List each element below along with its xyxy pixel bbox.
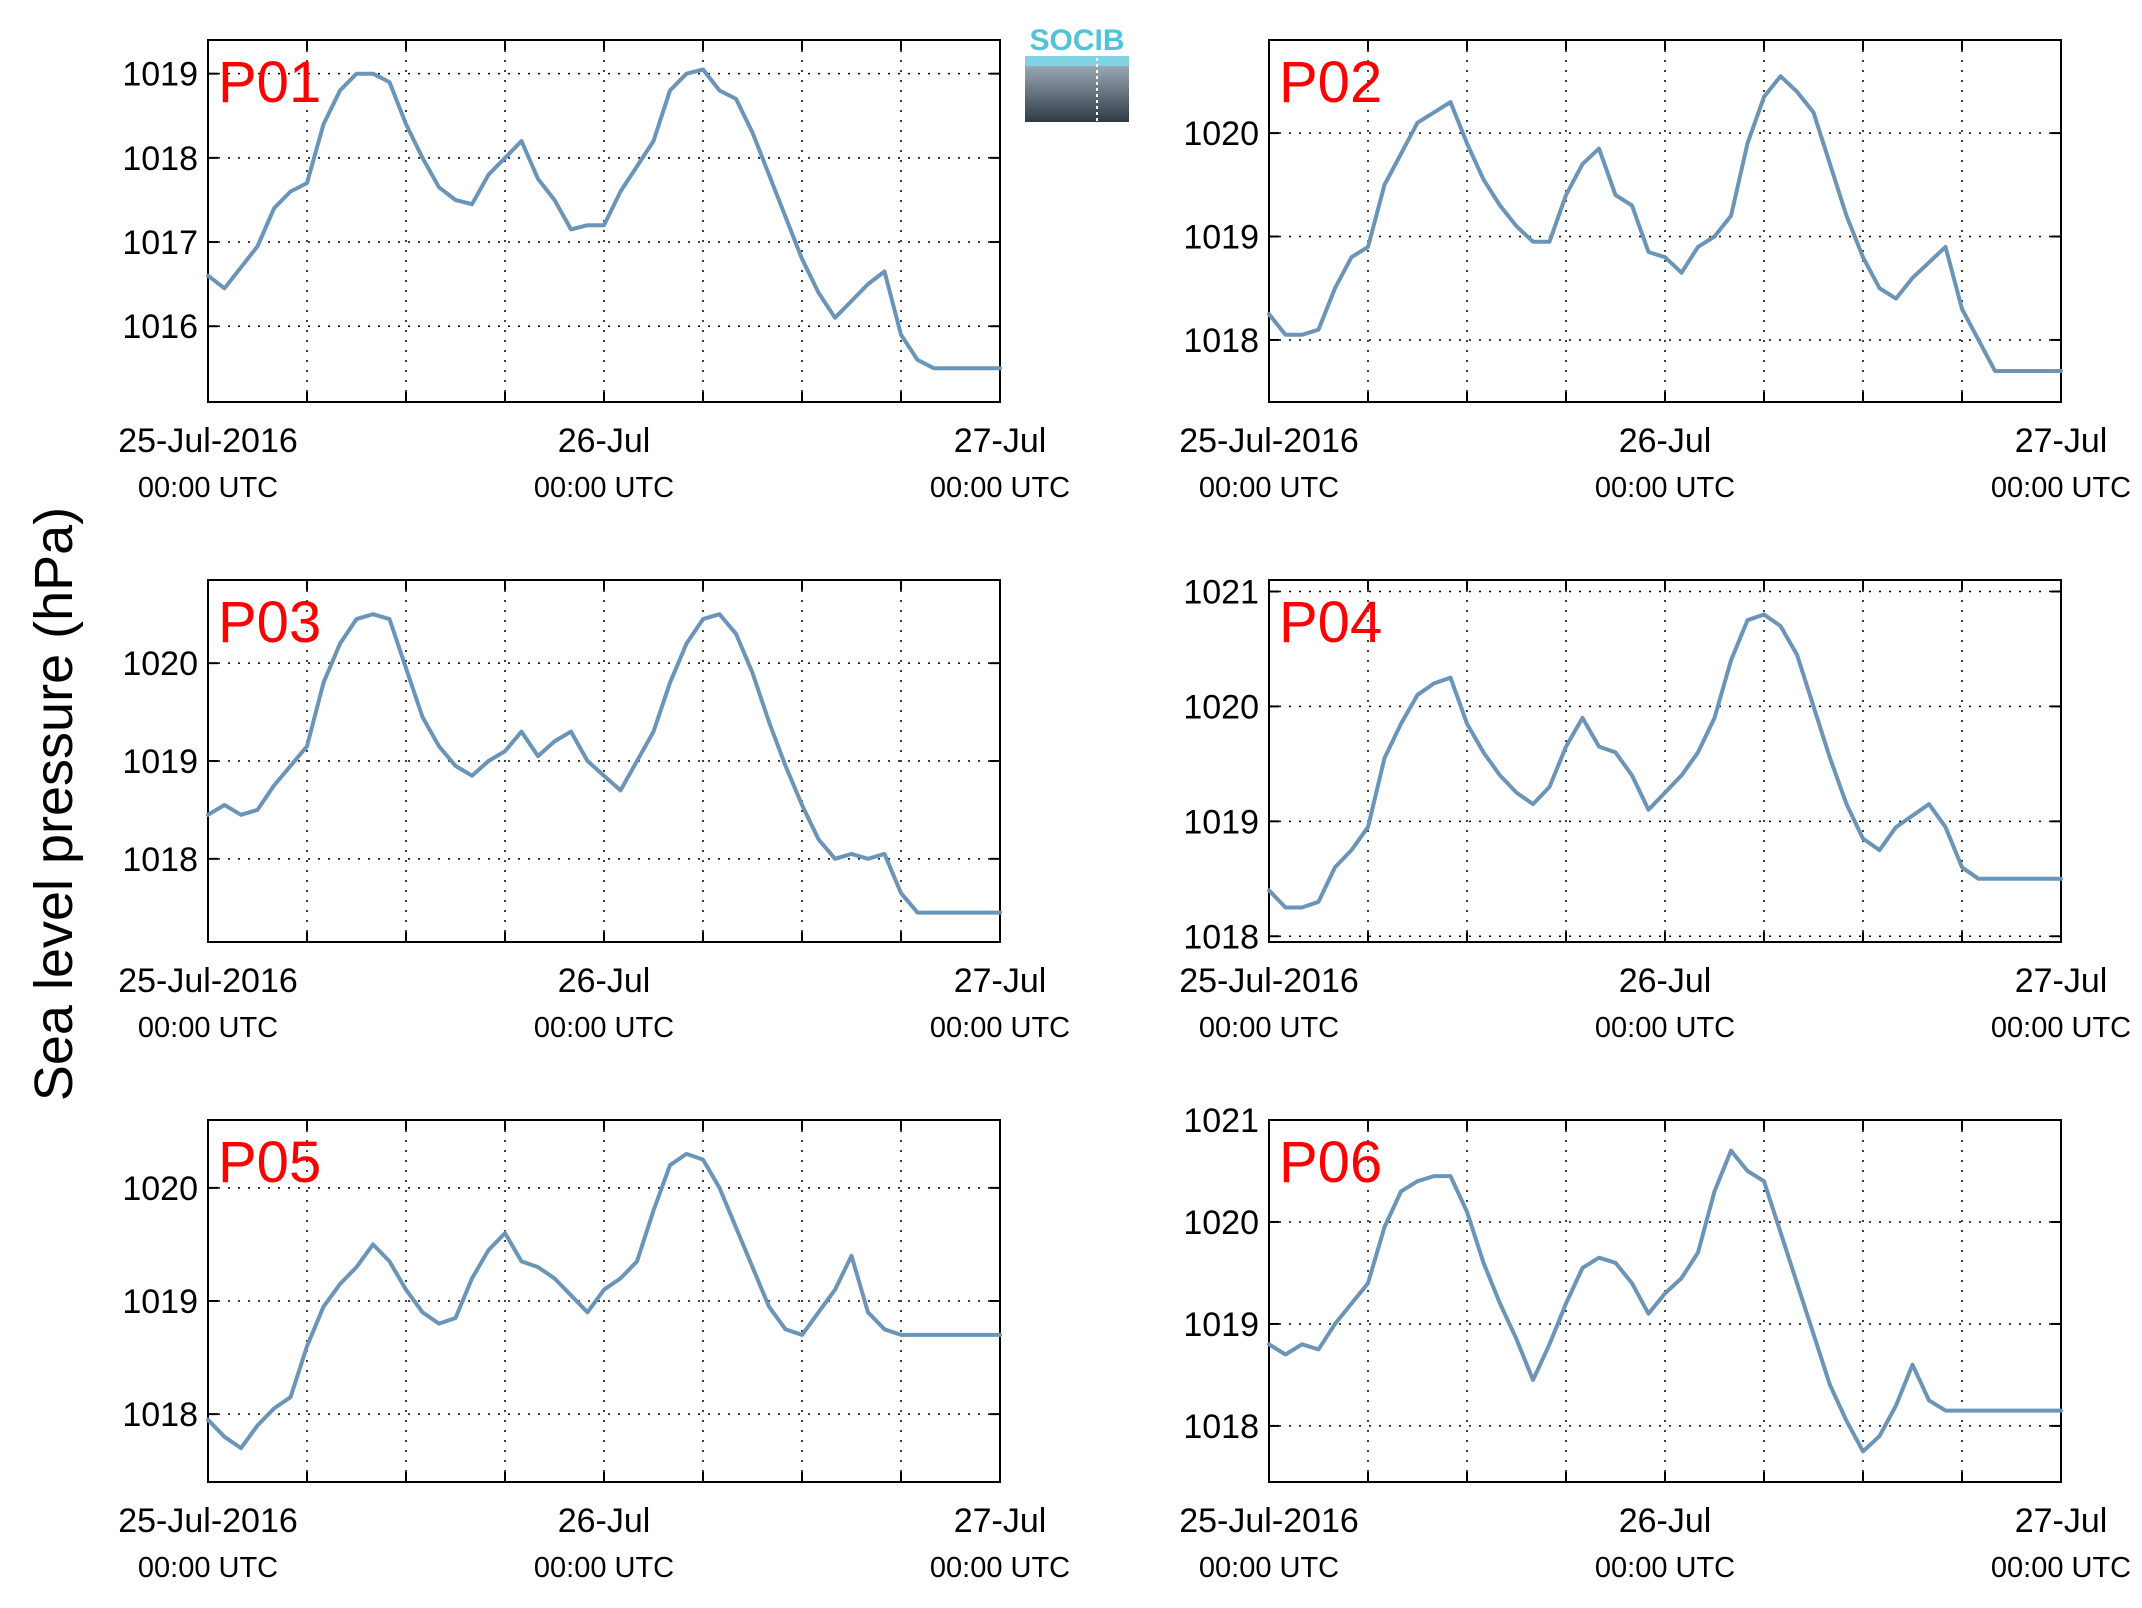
x-tick-date: 26-Jul xyxy=(558,962,651,1000)
y-tick-label: 1018 xyxy=(1183,1408,1259,1446)
x-tick-date: 25-Jul-2016 xyxy=(1179,962,1359,1000)
x-tick-time: 00:00 UTC xyxy=(1595,1552,1735,1584)
x-tick-time: 00:00 UTC xyxy=(930,1012,1070,1044)
x-tick-date: 27-Jul xyxy=(954,422,1047,460)
y-tick-label: 1019 xyxy=(1183,803,1259,841)
x-tick-time: 00:00 UTC xyxy=(1595,472,1735,504)
x-tick-time: 00:00 UTC xyxy=(930,1552,1070,1584)
y-tick-label: 1018 xyxy=(122,841,198,879)
x-tick-date: 25-Jul-2016 xyxy=(118,1502,298,1540)
x-tick-date: 25-Jul-2016 xyxy=(1179,422,1359,460)
x-tick-date: 25-Jul-2016 xyxy=(118,422,298,460)
panel-label: P02 xyxy=(1279,50,1382,115)
y-tick-label: 1019 xyxy=(122,743,198,781)
y-tick-label: 1019 xyxy=(122,56,198,94)
panel-p06: 1018 1019 1020 1021 25-Jul-2016 00:00 UTC 26-J… xyxy=(1179,1102,2131,1584)
y-tick-label: 1020 xyxy=(1183,115,1259,153)
panel-p04: 1018 1019 1020 1021 25-Jul-2016 00:00 UTC 26-J… xyxy=(1179,573,2131,1044)
series-line xyxy=(1267,612,2063,910)
x-tick-time: 00:00 UTC xyxy=(534,1552,674,1584)
panel-label: P06 xyxy=(1279,1130,1382,1195)
series-line xyxy=(1267,74,2063,373)
y-tick-label: 1020 xyxy=(122,1170,198,1208)
panel-p02: 1018 1019 1020 25-Jul-2016 00:00 UTC 26-Jul 00… xyxy=(1179,39,2131,504)
x-tick-date: 27-Jul xyxy=(2015,1502,2108,1540)
x-tick-date: 26-Jul xyxy=(1619,962,1712,1000)
panel-p03: 1018 1019 1020 25-Jul-2016 00:00 UTC 26-Jul 00… xyxy=(118,579,1070,1044)
x-tick-date: 27-Jul xyxy=(2015,422,2108,460)
x-tick-date: 26-Jul xyxy=(558,422,651,460)
series-line xyxy=(1267,1148,2063,1454)
panel-label: P04 xyxy=(1279,590,1382,655)
series-line xyxy=(206,612,1002,915)
x-tick-time: 00:00 UTC xyxy=(1991,472,2131,504)
panel-p05: 1018 1019 1020 25-Jul-2016 00:00 UTC 26-Jul 00… xyxy=(118,1119,1070,1584)
y-tick-label: 1018 xyxy=(122,1396,198,1434)
x-tick-time: 00:00 UTC xyxy=(534,1012,674,1044)
y-tick-label: 1021 xyxy=(1183,573,1259,611)
panel-label: P01 xyxy=(218,50,321,115)
x-tick-date: 26-Jul xyxy=(558,1502,651,1540)
x-tick-date: 26-Jul xyxy=(1619,422,1712,460)
x-tick-time: 00:00 UTC xyxy=(1595,1012,1735,1044)
series-line xyxy=(206,67,1002,371)
y-tick-label: 1020 xyxy=(122,645,198,683)
x-tick-time: 00:00 UTC xyxy=(1199,1552,1339,1584)
x-tick-time: 00:00 UTC xyxy=(1199,472,1339,504)
socib-logo: SOCIB xyxy=(1025,24,1129,122)
x-tick-date: 27-Jul xyxy=(954,962,1047,1000)
y-tick-label: 1018 xyxy=(122,140,198,178)
x-tick-time: 00:00 UTC xyxy=(138,1012,278,1044)
y-tick-label: 1020 xyxy=(1183,1204,1259,1242)
y-tick-label: 1018 xyxy=(1183,918,1259,956)
y-tick-label: 1021 xyxy=(1183,1102,1259,1140)
y-tick-label: 1019 xyxy=(1183,1306,1259,1344)
x-tick-time: 00:00 UTC xyxy=(1991,1552,2131,1584)
series-line xyxy=(206,1151,1002,1451)
panel-label: P03 xyxy=(218,590,321,655)
x-tick-time: 00:00 UTC xyxy=(138,1552,278,1584)
x-tick-time: 00:00 UTC xyxy=(138,472,278,504)
x-tick-time: 00:00 UTC xyxy=(1991,1012,2131,1044)
y-tick-label: 1018 xyxy=(1183,322,1259,360)
x-tick-date: 27-Jul xyxy=(954,1502,1047,1540)
x-tick-date: 26-Jul xyxy=(1619,1502,1712,1540)
y-axis-label: Sea level pressure (hPa) xyxy=(24,507,84,1101)
y-tick-label: 1020 xyxy=(1183,688,1259,726)
x-tick-date: 25-Jul-2016 xyxy=(118,962,298,1000)
y-tick-label: 1016 xyxy=(122,308,198,346)
panel-p01: 1016 1017 1018 1019 25-Jul-2016 00:00 UTC 26-J… xyxy=(118,39,1070,504)
x-tick-time: 00:00 UTC xyxy=(930,472,1070,504)
logo-text: SOCIB xyxy=(1029,24,1124,57)
x-tick-time: 00:00 UTC xyxy=(1199,1012,1339,1044)
panel-label: P05 xyxy=(218,1130,321,1195)
x-tick-date: 25-Jul-2016 xyxy=(1179,1502,1359,1540)
x-tick-date: 27-Jul xyxy=(2015,962,2108,1000)
x-tick-time: 00:00 UTC xyxy=(534,472,674,504)
y-tick-label: 1019 xyxy=(1183,219,1259,257)
y-tick-label: 1019 xyxy=(122,1283,198,1321)
y-tick-label: 1017 xyxy=(122,224,198,262)
